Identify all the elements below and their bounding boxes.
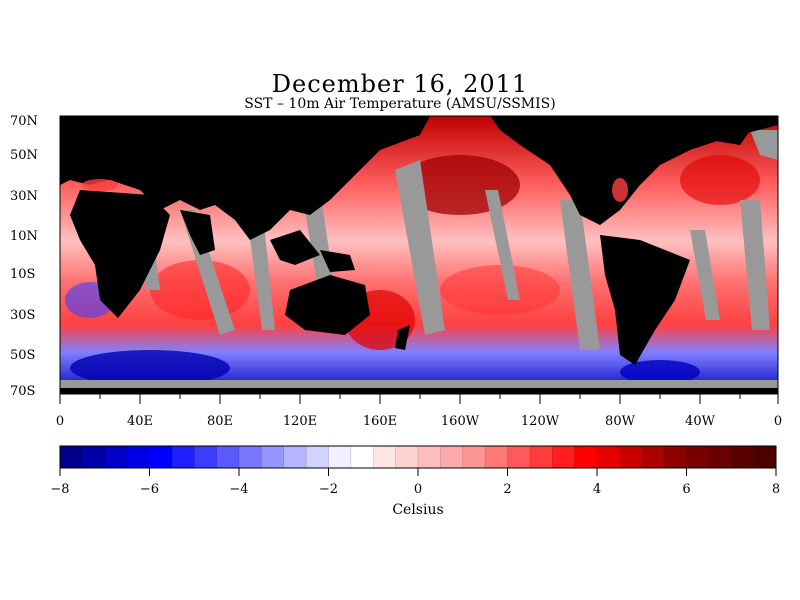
lat-label-10s: 10S [10,267,36,282]
colorbar-tick-label: 4 [592,482,602,497]
colorbar-swatch [462,446,486,468]
lon-label-0-end: 0 [773,414,783,429]
colorbar-swatch [395,446,419,468]
colorbar-swatch [239,446,262,468]
colorbar-tick-label: 2 [503,482,512,497]
colorbar-swatch [261,446,285,468]
colorbar-swatch [194,446,218,468]
cold-anomaly-weddell [620,360,700,384]
colorbar [59,446,777,476]
colorbar-swatch [171,446,195,468]
colorbar-tick-label: −8 [50,482,70,497]
lon-label-120w: 120W [520,414,560,429]
lon-label-0: 0 [55,414,65,429]
colorbar-unit-label: Celsius [392,502,444,518]
lat-label-30n: 30N [10,189,38,204]
colorbar-swatch [507,446,531,468]
colorbar-swatch [597,446,620,468]
colorbar-swatch [350,446,374,468]
colorbar-tick-label: 0 [413,482,423,497]
lon-label-160e: 160E [362,414,398,429]
map-subtitle: SST – 10m Air Temperature (AMSU/SSMIS) [244,96,556,112]
lon-label-40e: 40E [126,414,154,429]
lon-label-160w: 160W [440,414,480,429]
lon-label-80e: 80E [206,414,234,429]
colorbar-tick-label: 6 [682,482,691,497]
lat-label-50s: 50S [10,348,36,363]
warm-anomaly-natlantic [680,155,760,205]
colorbar-swatch [619,446,643,468]
cold-anomaly-southern [70,350,230,386]
map-frame [59,115,779,395]
colorbar-swatch [306,446,330,468]
colorbar-swatch [328,446,352,468]
coastal-anomalies [82,178,628,202]
colorbar-swatch [552,446,576,468]
colorbar-swatch [418,446,441,468]
colorbar-swatch [127,446,151,468]
lon-ticks [59,394,779,404]
colorbar-swatch [664,446,688,468]
colorbar-swatch [641,446,665,468]
sst-map [60,116,778,394]
colorbar-swatch [104,446,128,468]
colorbar-swatch [216,446,240,468]
lon-label-120e: 120E [282,414,318,429]
colorbar-swatch [373,446,397,468]
colorbar-frame [59,445,777,469]
colorbar-swatch [686,446,710,468]
colorbar-tick-label: −2 [318,482,339,497]
colorbar-tick-label: −4 [229,482,249,497]
lon-label-40w: 40W [685,414,715,429]
colorbar-tick-label: −6 [139,482,160,497]
colorbar-swatch [440,446,464,468]
land-masses [60,116,778,394]
colorbar-swatch [731,446,755,468]
lat-label-30s: 30S [10,308,36,323]
colorbar-swatch [60,446,83,468]
colorbar-swatch [753,446,777,468]
colorbar-tick-label: 8 [771,482,781,497]
lat-label-50n: 50N [10,148,38,163]
lat-label-70s: 70S [10,384,36,399]
colorbar-swatch [82,446,106,468]
colorbar-swatch [529,446,553,468]
map-title: December 16, 2011 [271,70,529,98]
colorbar-swatch [708,446,732,468]
colorbar-swatch [283,446,307,468]
lon-label-80w: 80W [605,414,635,429]
lat-label-10n: 10N [10,229,38,244]
warm-anomaly-spacific [440,265,560,315]
lat-label-70n: 70N [10,114,38,129]
colorbar-swatch [574,446,598,468]
colorbar-swatch [149,446,173,468]
colorbar-swatch [485,446,509,468]
